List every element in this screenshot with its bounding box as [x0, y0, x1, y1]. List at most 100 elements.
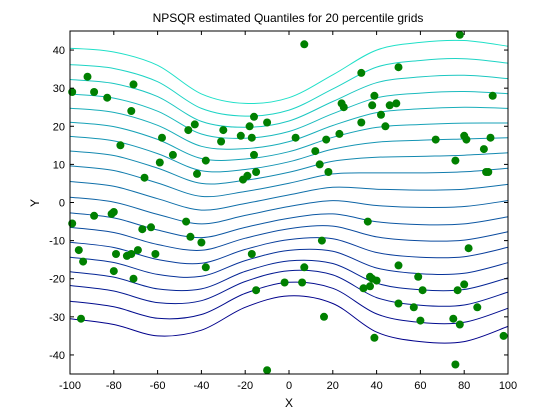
data-point — [197, 238, 206, 247]
data-point — [377, 110, 385, 119]
quantile-curve-8 — [69, 212, 509, 239]
y-axis-label: Y — [28, 199, 42, 207]
data-point — [245, 122, 254, 131]
data-point — [324, 168, 333, 176]
data-point — [263, 366, 272, 375]
data-point — [90, 211, 99, 220]
quantile-curve-2 — [69, 281, 509, 325]
data-point — [357, 118, 366, 127]
quantile-curve-6 — [69, 237, 509, 265]
y-tick-label: 10 — [53, 159, 65, 171]
chart-title: NPSQR estimated Quantiles for 20 percent… — [153, 11, 424, 25]
data-point — [464, 244, 473, 253]
data-point — [311, 147, 320, 156]
data-point — [451, 156, 460, 165]
quantile-curve-16 — [69, 90, 509, 139]
data-point — [250, 150, 258, 159]
data-point — [74, 246, 83, 255]
data-point — [83, 72, 92, 81]
quantile-curve-4 — [69, 259, 509, 292]
data-point — [317, 236, 326, 245]
data-point — [416, 316, 425, 325]
quantile-curve-1 — [69, 295, 509, 344]
y-tick-label: -10 — [49, 236, 65, 248]
data-point — [109, 267, 118, 276]
x-tick-label: -60 — [150, 380, 166, 392]
data-point — [418, 286, 427, 295]
data-point — [168, 150, 177, 159]
x-tick-label: -80 — [106, 380, 122, 392]
data-point — [394, 63, 403, 72]
data-point — [455, 30, 464, 39]
x-tick-label: 100 — [499, 380, 517, 392]
data-point — [359, 284, 368, 293]
data-point — [184, 126, 193, 135]
x-tick-label: 0 — [286, 380, 292, 392]
data-point — [392, 99, 401, 108]
data-point — [252, 286, 261, 295]
data-point — [140, 173, 149, 182]
data-point — [291, 133, 300, 142]
y-tick-label: 0 — [59, 198, 65, 210]
data-point — [381, 122, 390, 131]
data-point — [370, 333, 379, 342]
data-point — [300, 40, 309, 49]
data-point — [414, 272, 423, 281]
data-point — [368, 101, 377, 110]
x-tick-label: 20 — [327, 380, 339, 392]
data-point — [236, 131, 245, 140]
data-point — [357, 68, 366, 77]
data-point — [217, 137, 226, 146]
quantile-curve-12 — [69, 150, 509, 185]
y-tick-label: -20 — [49, 274, 65, 286]
data-point — [68, 219, 77, 228]
data-point — [127, 107, 136, 115]
x-tick-label: -20 — [237, 380, 253, 392]
data-point — [385, 101, 394, 110]
data-point — [247, 133, 256, 142]
x-axis-ticks: -100 -80 -60 -40 -20 0 20 40 60 80 100 — [59, 31, 517, 392]
data-point — [462, 135, 471, 144]
data-point — [79, 257, 88, 266]
quantile-curve-15 — [69, 106, 509, 150]
y-axis-ticks: -40 -30 -20 -10 0 10 20 30 40 — [49, 45, 508, 362]
data-point — [133, 246, 142, 255]
data-point — [335, 129, 344, 138]
data-point — [151, 250, 160, 258]
quantile-curve-18 — [69, 58, 509, 117]
y-tick-label: 20 — [53, 121, 65, 133]
data-point — [479, 145, 488, 154]
data-point — [451, 360, 460, 369]
data-point — [455, 320, 464, 329]
data-point — [68, 88, 77, 96]
data-point — [109, 208, 118, 216]
data-point — [322, 135, 331, 144]
data-point — [453, 286, 462, 295]
data-point — [219, 126, 228, 135]
data-point — [190, 120, 199, 129]
data-point — [300, 263, 309, 272]
y-tick-label: 30 — [53, 83, 65, 95]
quantile-curve-14 — [69, 121, 509, 161]
data-point — [138, 225, 147, 234]
x-tick-label: 80 — [458, 380, 470, 392]
data-point — [320, 312, 328, 321]
data-point — [155, 158, 164, 167]
data-point — [315, 160, 324, 169]
data-point — [201, 263, 210, 272]
quantile-curve-7 — [69, 225, 509, 251]
x-tick-label: -40 — [193, 380, 209, 392]
data-point — [243, 171, 252, 180]
data-point — [129, 80, 138, 89]
data-point — [363, 217, 372, 226]
data-point — [394, 299, 403, 308]
data-point — [193, 169, 201, 178]
x-axis-label: X — [285, 396, 293, 410]
data-point — [460, 280, 469, 289]
y-tick-label: -40 — [49, 350, 65, 362]
quantile-curve-3 — [69, 269, 509, 307]
data-point — [488, 91, 497, 100]
data-point — [250, 112, 258, 121]
data-point — [252, 168, 261, 176]
